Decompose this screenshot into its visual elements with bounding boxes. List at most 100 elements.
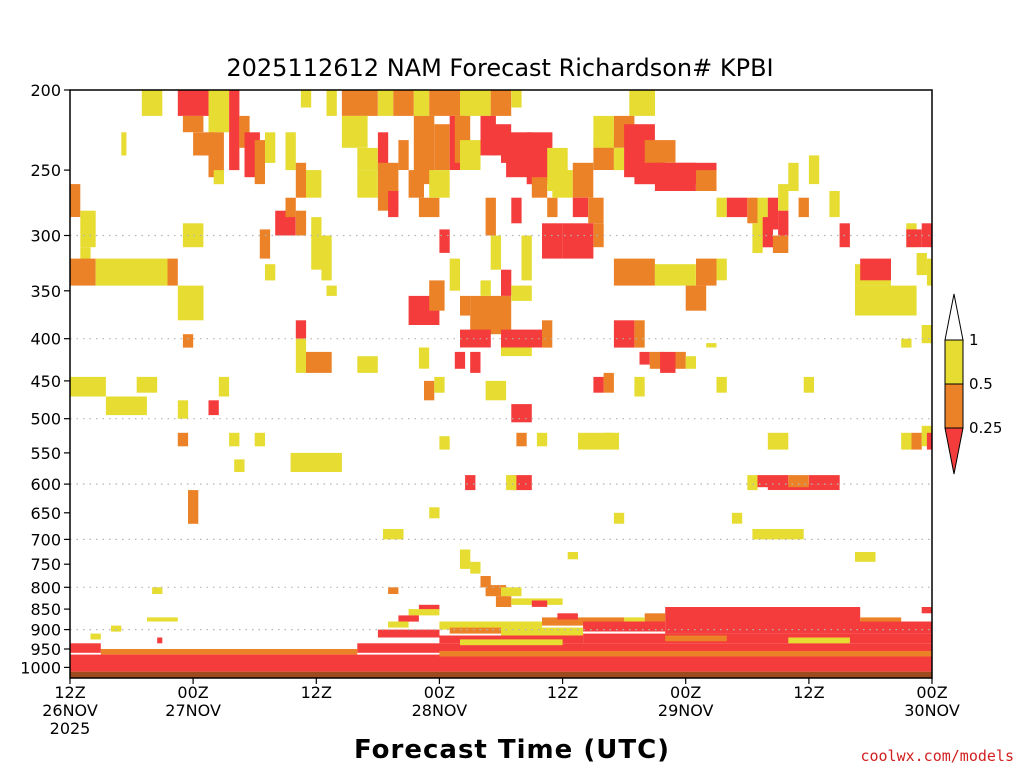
credit-link[interactable]: coolwx.com/models <box>860 747 1014 765</box>
heatmap-cell <box>480 280 491 296</box>
heatmap-cell <box>470 561 481 574</box>
heatmap-cell <box>208 90 229 133</box>
heatmap-cell <box>562 223 594 259</box>
heatmap-cell <box>516 432 527 447</box>
heatmap-cell <box>767 197 779 230</box>
heatmap-cell <box>177 90 209 116</box>
heatmap-cell <box>147 617 178 622</box>
heatmap-cell <box>629 90 655 116</box>
heatmap-cell <box>613 512 625 524</box>
heatmap-cell <box>418 604 440 612</box>
heatmap-cells <box>70 90 932 678</box>
heatmap-cell <box>460 140 481 170</box>
heatmap-cell <box>511 90 522 108</box>
heatmap-cell <box>716 258 727 281</box>
heatmap-cell <box>572 162 594 198</box>
heatmap-cell <box>916 253 927 276</box>
heatmap-cell <box>80 210 96 248</box>
heatmap-cell <box>90 633 101 640</box>
heatmap-cell <box>778 184 789 211</box>
heatmap-cell <box>572 197 589 218</box>
heatmap-cell <box>341 115 368 148</box>
heatmap-cell <box>660 351 676 373</box>
heatmap-cell <box>921 425 932 447</box>
heatmap-cell <box>70 376 106 397</box>
heatmap-cell <box>208 132 224 178</box>
heatmap-cell <box>449 627 501 634</box>
heatmap-cell <box>357 356 378 373</box>
heatmap-cell <box>624 617 645 624</box>
heatmap-cell <box>182 334 194 348</box>
heatmap-cell <box>485 585 507 597</box>
heatmap-cell <box>547 197 558 218</box>
heatmap-cell <box>398 615 419 622</box>
heatmap-cell <box>675 351 686 369</box>
y-tick-label: 850 <box>30 600 61 619</box>
heatmap-cell <box>460 329 491 348</box>
heatmap-cell <box>439 436 450 450</box>
heatmap-cell <box>341 90 378 116</box>
heatmap-cell <box>696 170 717 191</box>
heatmap-cell <box>860 258 891 281</box>
heatmap-cell <box>593 376 604 393</box>
heatmap-cell <box>377 132 389 171</box>
heatmap-cell <box>460 295 471 316</box>
heatmap-cell <box>377 90 394 116</box>
colorbar-segment-above-1 <box>944 293 964 341</box>
heatmap-cell <box>490 90 512 116</box>
heatmap-cell <box>229 90 240 171</box>
y-tick-label: 650 <box>30 504 61 523</box>
heatmap-cell <box>188 490 199 524</box>
heatmap-cell <box>326 285 337 296</box>
heatmap-cell <box>439 650 932 657</box>
heatmap-cell <box>665 607 861 622</box>
heatmap-cell <box>177 432 189 447</box>
heatmap-cell <box>706 343 717 348</box>
heatmap-cell <box>696 258 717 286</box>
heatmap-cell <box>593 223 604 248</box>
heatmap-cell <box>747 197 758 224</box>
heatmap-cell <box>70 654 932 672</box>
heatmap-cell <box>485 197 496 236</box>
heatmap-cell <box>295 338 307 373</box>
heatmap-cell <box>111 625 122 632</box>
heatmap-cell <box>326 90 337 116</box>
heatmap-cell <box>306 170 322 198</box>
y-tick-label: 1000 <box>20 658 61 677</box>
heatmap-cell <box>634 376 645 397</box>
heatmap-cell <box>926 432 932 450</box>
heatmap-cell <box>603 372 614 393</box>
heatmap-cell <box>726 197 748 218</box>
heatmap-cell <box>408 609 440 616</box>
x-tick-label: 29NOV <box>658 701 714 720</box>
heatmap-cell <box>383 529 404 540</box>
heatmap-cell <box>306 351 332 373</box>
heatmap-cell <box>685 285 707 311</box>
heatmap-cell <box>808 155 820 185</box>
heatmap-cell <box>100 649 358 655</box>
heatmap-cell <box>501 329 542 348</box>
heatmap-cell <box>501 347 532 357</box>
x-tick-label: 12Z <box>793 683 824 702</box>
heatmap-cell <box>424 380 435 401</box>
heatmap-cell <box>511 197 522 224</box>
heatmap-cell <box>531 177 548 198</box>
heatmap-cell <box>583 633 932 644</box>
heatmap-cell <box>921 223 932 248</box>
heatmap-cell <box>542 617 625 626</box>
x-tick-label: 30NOV <box>904 701 960 720</box>
heatmap-cell <box>357 170 378 198</box>
heatmap-cell <box>290 452 342 472</box>
heatmap-cell <box>357 643 932 653</box>
x-tick-label: 27NOV <box>165 701 221 720</box>
heatmap-cell <box>542 223 563 259</box>
heatmap-cell <box>511 285 532 301</box>
heatmap-cell <box>798 197 809 218</box>
heatmap-cell <box>70 643 101 653</box>
y-axis-ticks: 200 250 300 350 400 450 500 550 600 650 700 750 800 8… <box>20 81 70 677</box>
heatmap-cell <box>285 197 296 218</box>
heatmap-cell <box>752 223 763 253</box>
heatmap-cell <box>239 115 250 148</box>
heatmap-cell <box>465 475 476 491</box>
y-tick-label: 350 <box>30 282 61 301</box>
